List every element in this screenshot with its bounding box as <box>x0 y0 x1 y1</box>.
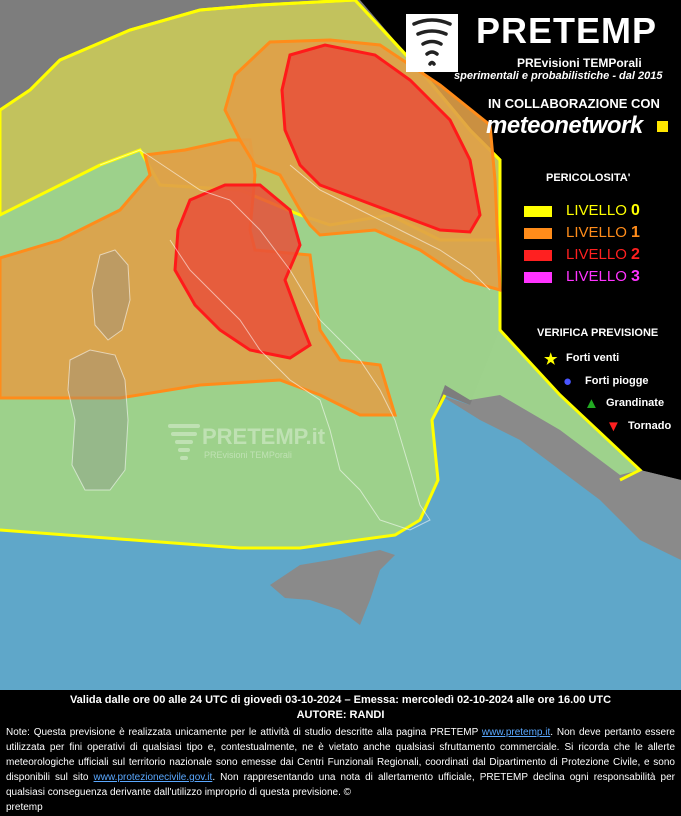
triangle-down-icon: ▼ <box>606 418 621 435</box>
legend-level-label: LIVELLO <box>566 202 632 219</box>
coastline-corsica <box>91 249 131 341</box>
legend-level-number: 1 <box>631 224 640 241</box>
footer-panel: Valida dalle ore 00 alle 24 UTC di giove… <box>0 690 681 816</box>
disclaimer-note: Note: Questa previsione è realizzata uni… <box>6 725 675 815</box>
brand-subtitle: PREvisioni TEMPorali <box>517 56 642 70</box>
sicily-island <box>270 550 395 625</box>
legend-swatch <box>524 228 552 239</box>
tornado-icon <box>406 14 458 72</box>
star-icon: ★ <box>544 351 558 368</box>
level2-zone-central <box>173 183 312 360</box>
note-part-2: . Non deve pertanto essere utilizzata pe… <box>6 727 675 783</box>
brand-tagline: sperimentali e probabilistiche - dal 201… <box>454 70 663 82</box>
legend-swatch <box>524 250 552 261</box>
verify-item-label: Forti venti <box>566 352 620 364</box>
note-part-1: Note: Questa previsione è realizzata uni… <box>6 727 482 738</box>
watermark: PRETEMP.it PREvisioni TEMPorali <box>168 422 338 470</box>
pretemp-link[interactable]: www.pretemp.it <box>481 727 551 738</box>
verification-legend-title: VERIFICA PREVISIONE <box>537 327 659 339</box>
partner-logo-text: meteonetwork <box>486 112 643 139</box>
watermark-title: PRETEMP.it <box>202 424 326 449</box>
verify-item-label: Forti piogge <box>585 375 649 387</box>
italy-map <box>0 0 681 690</box>
verify-item-label: Grandinate <box>606 397 665 409</box>
legend-level-number: 2 <box>631 246 640 263</box>
watermark-subtitle: PREvisioni TEMPorali <box>204 450 292 460</box>
legend-swatch <box>524 206 552 217</box>
collaboration-label: IN COLLABORAZIONE CON <box>488 96 660 111</box>
level2-zone-north <box>280 43 482 234</box>
note-part-3: . Non rappresentando una nota di allerta… <box>6 772 675 798</box>
legend-level-number: 3 <box>631 268 640 285</box>
coastline-sardinia <box>67 349 129 491</box>
brand-title: PRETEMP <box>476 10 658 51</box>
author-text: AUTORE: RANDI <box>296 709 385 721</box>
coastline-italy <box>99 149 491 531</box>
triangle-up-icon: ▲ <box>584 395 599 412</box>
legend-panel-background <box>360 0 681 480</box>
legend-level-number: 0 <box>631 202 640 219</box>
watermark-tornado-icon <box>168 424 200 460</box>
legend-swatch <box>524 272 552 283</box>
partner-logo-square <box>657 121 668 132</box>
level0-border <box>0 0 643 550</box>
validity-text: Valida dalle ore 00 alle 24 UTC di giove… <box>69 694 612 706</box>
legend-level-label: LIVELLO <box>566 268 632 285</box>
copyright-text: pretemp <box>6 802 43 813</box>
hazard-legend-title: PERICOLOSITA' <box>546 172 631 184</box>
circle-icon: ● <box>563 373 573 390</box>
legend-level-label: LIVELLO <box>566 246 632 263</box>
legend-level-label: LIVELLO <box>566 224 632 241</box>
verify-item-label: Tornado <box>628 420 672 432</box>
protezionecivile-link[interactable]: www.protezionecivile.gov.it <box>93 772 213 783</box>
